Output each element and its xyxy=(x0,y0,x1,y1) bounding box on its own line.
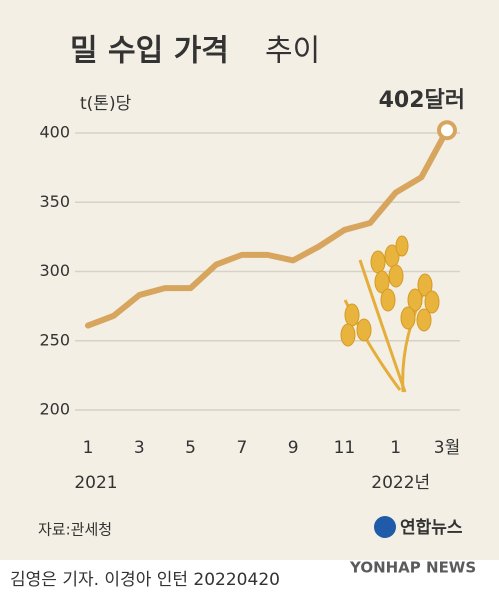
x-tick-label: 11 xyxy=(334,438,356,458)
footer-band xyxy=(0,560,499,597)
y-tick-label: 200 xyxy=(39,400,70,419)
end-point xyxy=(437,120,457,141)
watermark: YONHAP NEWS xyxy=(349,559,476,577)
logo-mark xyxy=(374,516,396,538)
x-tick-label: 7 xyxy=(236,438,247,458)
logo: 연합뉴스 xyxy=(400,517,463,538)
chart-title: 밀 수입 가격 xyxy=(70,34,229,69)
x-tick-label: 3월 xyxy=(434,438,460,458)
x-tick-label: 1 xyxy=(390,438,401,458)
source: 자료:관세청 xyxy=(38,521,112,539)
line xyxy=(85,127,450,329)
value-label: 402달러 xyxy=(379,88,465,113)
y-tick-label: 250 xyxy=(39,330,70,349)
y-axis-label: t(톤)당 xyxy=(80,94,132,114)
y-tick-label: 300 xyxy=(39,261,70,280)
x-tick-label: 9 xyxy=(288,438,299,458)
x-tick-label: 5 xyxy=(185,438,196,458)
x-tick-label: 1 xyxy=(83,438,94,458)
year-label: 2021 xyxy=(74,473,117,493)
background xyxy=(0,0,499,560)
chart-title-suffix: 추이 xyxy=(265,34,320,69)
y-tick-label: 400 xyxy=(39,123,70,142)
year-label: 2022년 xyxy=(371,473,430,493)
wheat-illustration xyxy=(340,235,440,393)
x-tick-label: 3 xyxy=(134,438,145,458)
credit: 김영은 기자. 이경아 인턴 20220420 xyxy=(10,570,280,590)
y-tick-label: 350 xyxy=(39,192,70,211)
